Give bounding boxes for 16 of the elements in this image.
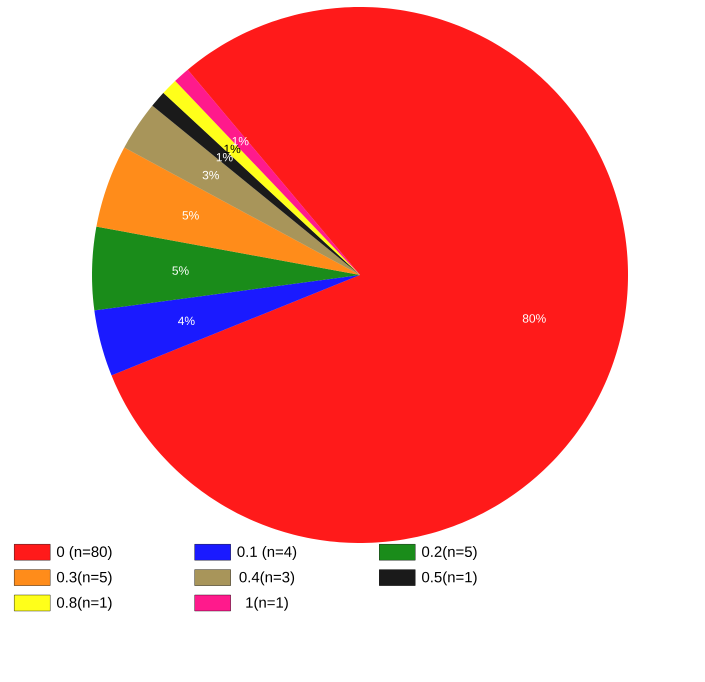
data-label: 5% (182, 211, 199, 220)
data-label: 1% (232, 136, 249, 146)
legend-label: 0.8(n=1) (56, 596, 112, 611)
data-label: 5% (172, 266, 189, 275)
legend-label: 0.3(n=5) (56, 571, 112, 586)
data-label: 1% (216, 153, 233, 162)
legend-label: 0.2(n=5) (422, 546, 477, 560)
legend-label: 0.1 (n=4) (237, 546, 296, 560)
legend-label: 0.4(n=3) (240, 571, 294, 586)
data-label: 80% (522, 314, 546, 323)
data-label: 1% (224, 144, 240, 154)
data-label: 4% (178, 316, 195, 326)
legend-label: 0 (n=80) (56, 546, 112, 560)
legend-label: 1(n=1) (246, 596, 288, 611)
legend-label: 0.5(n=1) (422, 571, 477, 586)
data-label: 3% (202, 170, 220, 180)
